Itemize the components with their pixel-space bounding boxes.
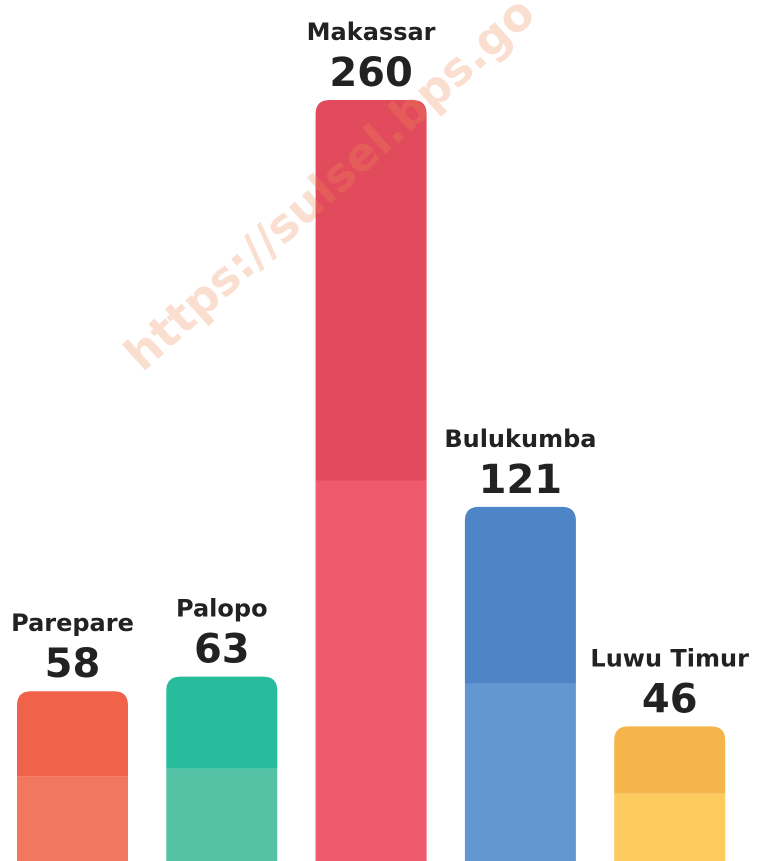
category-label: Makassar xyxy=(307,18,436,46)
bar-upper xyxy=(17,691,128,777)
value-label: 260 xyxy=(329,50,413,96)
bar xyxy=(166,676,278,861)
bar xyxy=(315,100,427,861)
bar xyxy=(464,506,576,861)
bar-upper xyxy=(464,506,576,684)
bar-upper xyxy=(614,726,726,794)
value-label: 46 xyxy=(642,676,698,722)
bar-lower xyxy=(166,768,278,861)
value-label: 63 xyxy=(194,627,250,673)
bar-lower xyxy=(614,793,726,861)
category-label: Bulukumba xyxy=(444,425,596,453)
bar-upper xyxy=(166,676,278,769)
bar-lower xyxy=(464,683,576,861)
bar-lower xyxy=(17,776,128,861)
value-label: 58 xyxy=(45,641,101,687)
bar-upper xyxy=(315,100,427,481)
bar-lower xyxy=(315,480,427,861)
bar xyxy=(614,726,726,861)
value-label: 121 xyxy=(479,457,563,503)
category-label: Palopo xyxy=(176,595,268,623)
category-label: Parepare xyxy=(11,609,134,637)
category-label: Luwu Timur xyxy=(590,644,749,672)
bars: Parepare 58 Palopo 63 Makassar 260 Bulukumba 12… xyxy=(11,18,749,861)
bar xyxy=(17,691,128,861)
